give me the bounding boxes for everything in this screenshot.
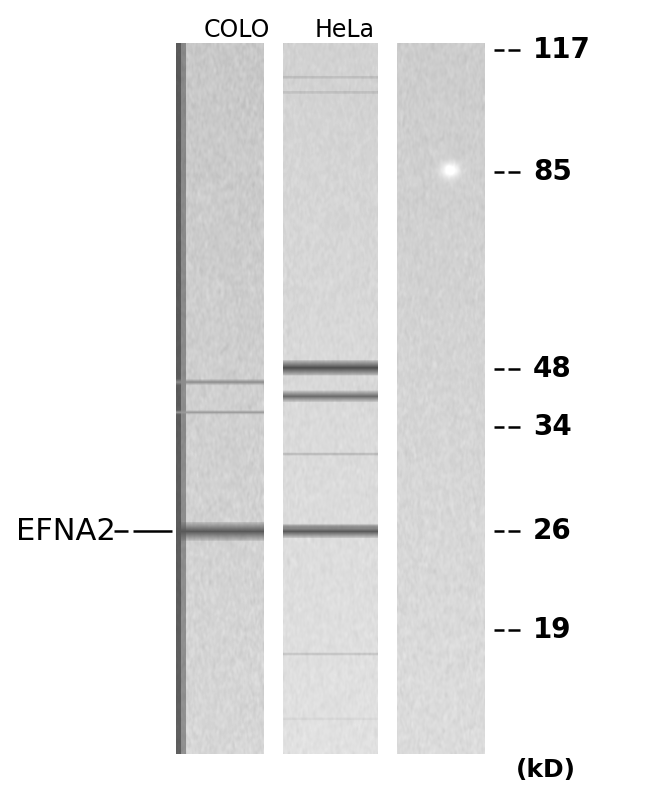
Text: COLO: COLO [204,18,270,42]
Text: 117: 117 [533,36,591,65]
Text: EFNA2: EFNA2 [16,517,116,546]
Text: HeLa: HeLa [315,18,374,42]
Text: 48: 48 [533,354,572,383]
Text: 34: 34 [533,413,572,441]
Text: 85: 85 [533,157,572,186]
Text: 19: 19 [533,616,571,645]
Text: (kD): (kD) [516,758,576,782]
Text: 26: 26 [533,517,572,546]
